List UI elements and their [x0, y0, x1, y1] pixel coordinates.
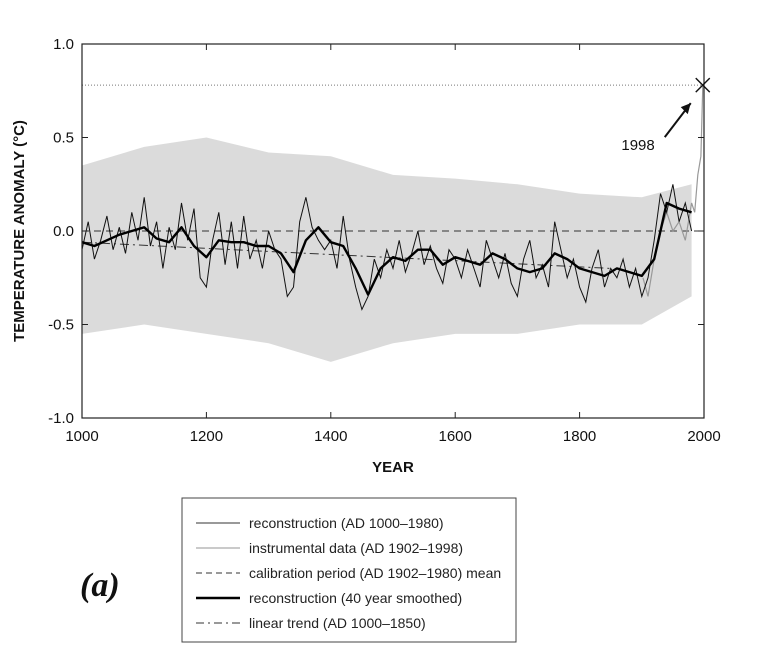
legend-label: calibration period (AD 1902–1980) mean [249, 565, 501, 581]
y-tick-label: 0.0 [53, 223, 74, 240]
panel-label: (a) [80, 567, 120, 604]
series-reconstruction [81, 184, 693, 311]
arrowhead-1998 [680, 103, 691, 115]
x-tick-label: 1600 [439, 428, 472, 445]
series-layer [81, 84, 704, 311]
legend-box [181, 497, 517, 643]
y-tick-label: 0.5 [53, 130, 74, 147]
y-tick-label: -0.5 [48, 317, 74, 334]
x-tick-label: 1800 [563, 428, 596, 445]
legend-label: reconstruction (AD 1000–1980) [249, 515, 444, 531]
x-tick-label: 1000 [65, 428, 98, 445]
legend: reconstruction (AD 1000–1980) instrumenta… [196, 515, 501, 631]
y-tick-label: -1.0 [48, 410, 74, 427]
annotation-label: 1998 [621, 137, 654, 154]
y-tick-label: 1.0 [53, 36, 74, 53]
legend-label: reconstruction (40 year smoothed) [249, 590, 462, 606]
annotation-1998: 1998 [621, 77, 711, 154]
x-tick-label: 1400 [314, 428, 347, 445]
marker-1998 [695, 77, 711, 93]
series-smoothed [81, 201, 692, 296]
legend-label: instrumental data (AD 1902–1998) [249, 540, 463, 556]
ticks-layer: 1000 1200 1400 1600 1800 2000 1.0 0.5 0.0 -0.5 -1.… [48, 36, 721, 445]
x-tick-label: 1200 [190, 428, 223, 445]
x-tick-label: 2000 [687, 428, 720, 445]
y-axis-title: TEMPERATURE ANOMALY (°C) [11, 120, 28, 342]
legend-label: linear trend (AD 1000–1850) [249, 615, 426, 631]
x-axis-title: YEAR [372, 459, 414, 476]
